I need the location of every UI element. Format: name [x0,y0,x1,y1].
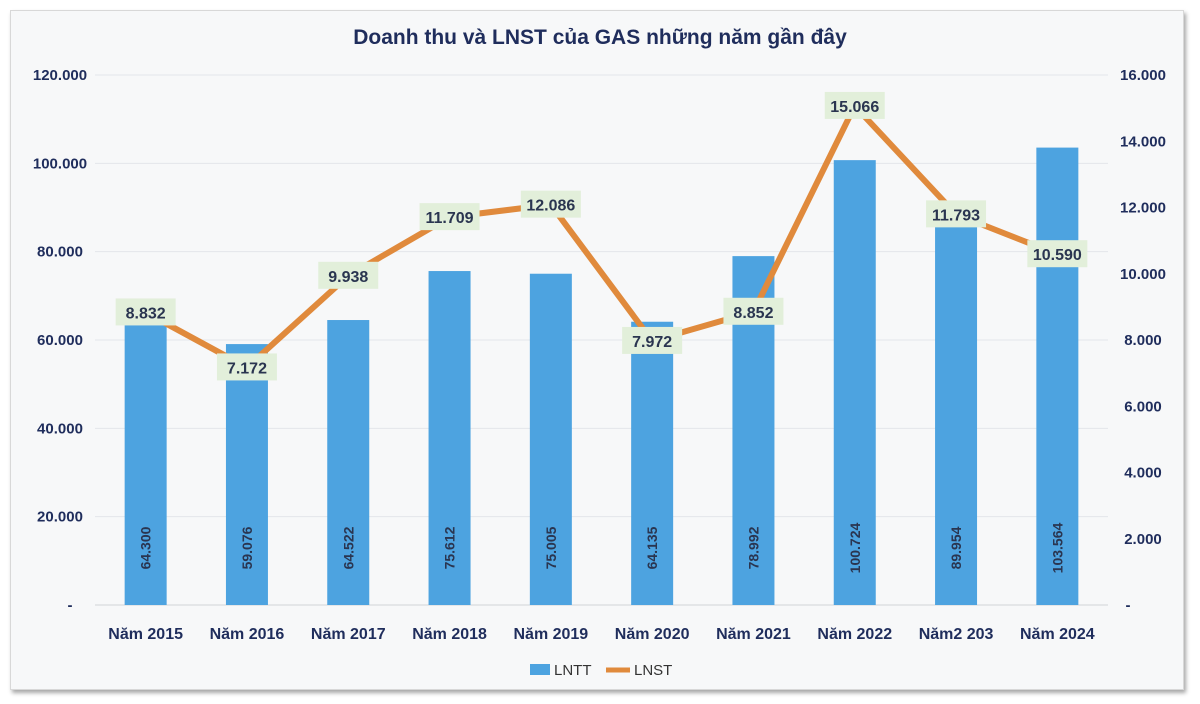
bar-lntt [833,160,876,605]
left-tick-label: - [68,597,73,614]
bar-lntt [631,321,674,605]
chart-frame [10,10,1184,690]
line-data-label: 7.972 [632,334,672,351]
line-data-label: 8.852 [733,305,773,322]
right-tick-label: - [1126,597,1131,614]
right-tick-label: 14.000 [1120,133,1166,150]
chart-title: Doanh thu và LNST của GAS những năm gần … [353,26,847,49]
bar-lntt [124,321,167,605]
line-label-box [419,203,480,231]
legend-label-lntt: LNTT [554,662,592,679]
bar-data-label: 78.992 [745,526,761,569]
bar-lntt [529,273,572,605]
bar-data-label: 64.135 [644,526,660,569]
bar-data-label: 59.076 [239,526,255,569]
bar-data-label: 103.564 [1049,522,1065,573]
line-data-label: 8.832 [126,305,166,322]
line-label-box [115,298,176,326]
category-label: Năm 2016 [210,626,285,643]
right-tick-label: 8.000 [1124,332,1162,349]
category-label: Năm 2019 [513,626,588,643]
right-tick-label: 6.000 [1124,398,1162,415]
line-label-box [318,261,379,289]
bar-data-label: 64.522 [340,526,356,569]
category-label: Năm 2017 [311,626,386,643]
bar-data-label: 75.612 [442,526,458,569]
bar-lntt [327,320,370,605]
bar-lntt [428,271,471,605]
line-data-label: 11.709 [426,210,474,227]
line-label-box [824,91,885,119]
category-label: Năm 2021 [716,626,791,643]
legend-swatch-lntt [530,664,550,675]
line-data-label: 10.590 [1033,247,1082,264]
line-data-label: 11.793 [932,207,980,224]
line-data-label: 9.938 [328,269,368,286]
category-label: Năm 2022 [817,626,892,643]
bar-lntt [1036,147,1079,605]
line-data-label: 7.172 [227,360,267,377]
left-tick-label: 40.000 [37,420,83,437]
line-lnst [144,102,1059,371]
left-tick-label: 100.000 [33,155,87,172]
line-label-box [1027,240,1088,268]
left-tick-label: 80.000 [37,244,83,261]
right-tick-label: 16.000 [1120,67,1166,84]
category-label: Năm 2024 [1020,626,1095,643]
right-tick-label: 12.000 [1120,200,1166,217]
line-label-box [723,297,784,325]
bar-data-label: 100.724 [847,522,863,573]
right-tick-label: 4.000 [1124,465,1162,482]
right-tick-label: 10.000 [1120,266,1166,283]
category-label: Năm 2018 [412,626,487,643]
category-label: Năm2 203 [919,626,994,643]
right-tick-label: 2.000 [1124,531,1162,548]
line-label-box [622,326,683,354]
line-label-box [520,190,581,218]
legend-label-lnst: LNST [634,662,672,679]
line-data-label: 15.066 [830,99,879,116]
category-label: Năm 2020 [615,626,690,643]
line-label-box [926,200,987,228]
bar-data-label: 89.954 [948,526,964,569]
bar-lntt [935,207,978,605]
left-tick-label: 20.000 [37,509,83,526]
left-tick-label: 120.000 [33,67,87,84]
line-label-box [216,353,277,381]
bar-data-label: 64.300 [138,526,154,569]
bar-data-label: 75.005 [543,526,559,569]
bar-lntt [225,344,268,605]
category-label: Năm 2015 [108,626,183,643]
line-data-label: 12.086 [526,198,575,215]
left-tick-label: 60.000 [37,332,83,349]
